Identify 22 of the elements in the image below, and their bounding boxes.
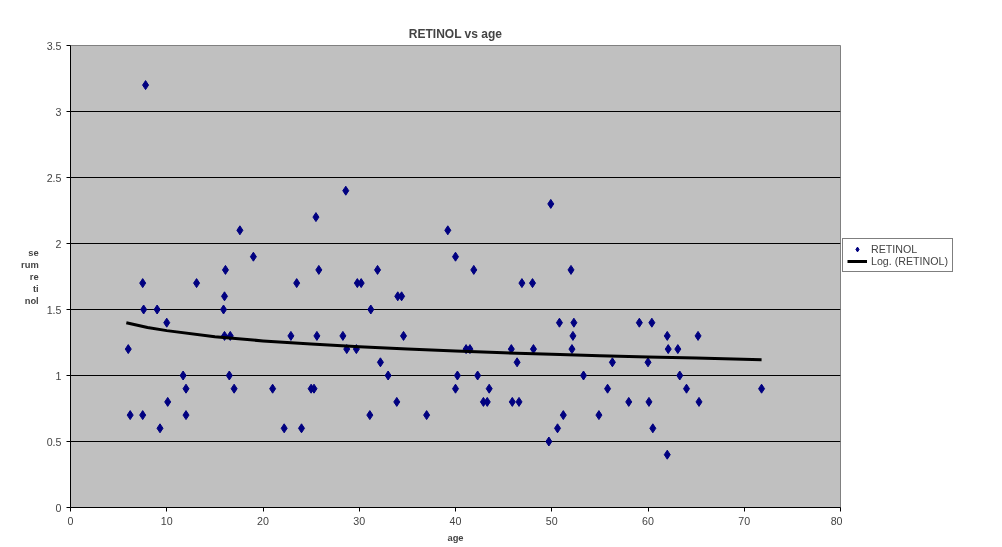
y-tick-label: 1	[55, 369, 62, 382]
x-axis-title: age	[447, 532, 464, 543]
x-tick-label: 80	[830, 514, 843, 527]
x-tick-label: 50	[545, 514, 558, 527]
y-tick-label: 1.5	[46, 303, 62, 316]
y-axis-title: serum retinol	[21, 247, 39, 306]
x-tick-label: 70	[738, 514, 751, 527]
x-tick-label: 40	[449, 514, 462, 527]
legend-label: RETINOL	[871, 243, 918, 255]
y-tick-label: 2.5	[46, 171, 62, 184]
x-tick-label: 20	[257, 514, 269, 527]
chart-title: RETINOL vs age	[408, 26, 503, 41]
x-tick-label: 60	[642, 514, 654, 527]
x-tick-label: 0	[67, 514, 74, 527]
y-tick-label: 0	[55, 501, 62, 514]
y-tick-label: 3	[55, 105, 62, 118]
x-tick-label: 30	[353, 514, 366, 527]
x-tick-label: 10	[160, 514, 173, 527]
legend-label: Log. (RETINOL)	[871, 255, 948, 267]
y-tick-label: 2	[55, 237, 62, 250]
y-tick-label: 0.5	[46, 435, 62, 448]
y-tick-label: 3.5	[46, 39, 62, 52]
